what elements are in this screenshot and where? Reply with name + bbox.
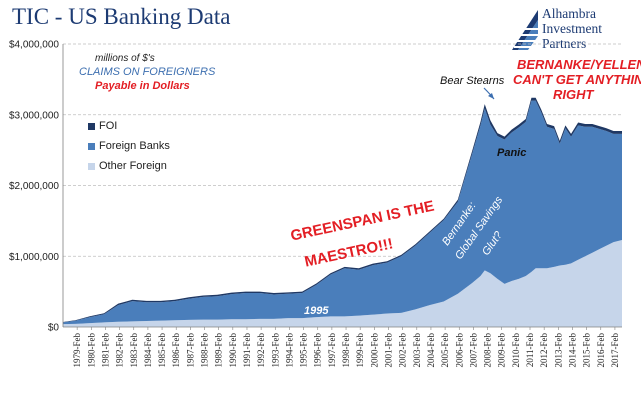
x-tick-label: 2010-Feb (511, 333, 521, 368)
x-tick-label: 2001-Feb (383, 333, 393, 368)
x-tick-label: 1995-Feb (299, 333, 309, 368)
y-tick-label: $4,000,000 (9, 40, 59, 51)
y-tick-label: $2,000,000 (9, 181, 59, 192)
x-tick-label: 2002-Feb (398, 333, 408, 368)
area-series-foreign-banks (63, 100, 622, 325)
x-tick-label: 2013-Feb (553, 333, 563, 368)
legend-item: FOI (88, 120, 117, 132)
annotation-bernanke-yellen-line1: BERNANKE/YELLEN (517, 57, 641, 72)
legend-label: Other Foreign (99, 160, 167, 172)
legend-swatch (88, 122, 95, 130)
annotation-bernanke-yellen-line2: CAN'T GET ANYTHING (513, 72, 641, 87)
x-tick-label: 1982-Feb (115, 333, 125, 368)
legend-swatch (88, 162, 95, 170)
legend-label: FOI (99, 120, 118, 132)
area-series-other-foreign (63, 239, 622, 327)
y-tick-label: $3,000,000 (9, 110, 59, 121)
annotation-payable-in-dollars: Payable in Dollars (95, 80, 190, 92)
x-tick-label: 2008-Feb (483, 333, 493, 368)
annotation-millions: millions of $'s (95, 53, 155, 64)
x-tick-label: 1996-Feb (313, 333, 323, 368)
x-tick-label: 1983-Feb (129, 333, 139, 368)
x-tick-label: 2003-Feb (412, 333, 422, 368)
x-tick-label: 1988-Feb (200, 333, 210, 368)
x-tick-label: 1987-Feb (185, 333, 195, 368)
logo-text-line2: Investment (542, 21, 602, 36)
x-tick-label: 1981-Feb (100, 333, 110, 368)
x-tick-label: 1994-Feb (284, 333, 294, 368)
x-tick-label: 1992-Feb (256, 333, 266, 368)
legend-item: Foreign Banks (88, 140, 170, 152)
logo-mark-icon (512, 10, 538, 50)
legend-item: Other Foreign (88, 160, 167, 172)
x-tick-label: 2006-Feb (454, 333, 464, 368)
logo-text-line3: Partners (542, 36, 587, 51)
x-tick-label: 1990-Feb (228, 333, 238, 368)
x-tick-label: 1999-Feb (355, 333, 365, 368)
x-tick-label: 2000-Feb (369, 333, 379, 368)
x-tick-label: 1984-Feb (143, 333, 153, 368)
x-tick-label: 1991-Feb (242, 333, 252, 368)
x-tick-label: 2016-Feb (596, 333, 606, 368)
x-tick-label: 2015-Feb (582, 333, 592, 368)
x-tick-label: 1993-Feb (270, 333, 280, 368)
x-tick-label: 2009-Feb (497, 333, 507, 368)
x-tick-label: 2012-Feb (539, 333, 549, 368)
x-tick-label: 2017-Feb (610, 333, 620, 368)
x-tick-label: 1998-Feb (341, 333, 351, 368)
bear-stearns-arrowhead (488, 93, 494, 99)
legend-swatch (88, 142, 95, 150)
x-tick-label: 1989-Feb (214, 333, 224, 368)
x-tick-label: 1985-Feb (157, 333, 167, 368)
x-tick-label: 2005-Feb (440, 333, 450, 368)
annotation-claims-on-foreigners: CLAIMS ON FOREIGNERS (79, 66, 216, 78)
legend-label: Foreign Banks (99, 140, 170, 152)
annotation-bernanke-yellen-line3: RIGHT (553, 87, 594, 102)
annotation-bear-stearns: Bear Stearns (440, 75, 505, 87)
x-tick-label: 1997-Feb (327, 333, 337, 368)
x-tick-label: 2011-Feb (525, 333, 535, 368)
annotation-panic: Panic (497, 147, 527, 159)
y-tick-label: $1,000,000 (9, 252, 59, 263)
chart-title: TIC - US Banking Data (12, 4, 231, 29)
x-tick-label: 2014-Feb (567, 333, 577, 368)
y-tick-label: $0 (48, 323, 60, 334)
x-tick-label: 1986-Feb (171, 333, 181, 368)
x-tick-label: 2004-Feb (426, 333, 436, 368)
x-tick-label: 2007-Feb (468, 333, 478, 368)
company-logo: Alhambra Investment Partners (510, 6, 638, 54)
annotation-1995: 1995 (304, 305, 329, 317)
x-tick-label: 1979-Feb (72, 333, 82, 368)
logo-text-line1: Alhambra (542, 6, 596, 21)
x-tick-label: 1980-Feb (86, 333, 96, 368)
